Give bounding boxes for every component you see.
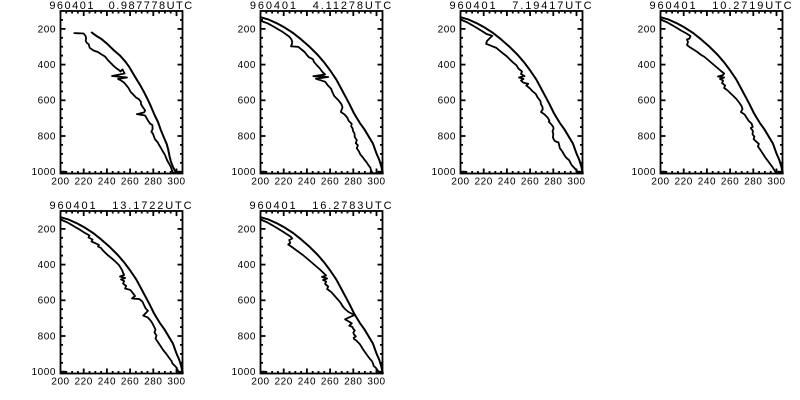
- svg-text:260: 260: [521, 177, 539, 188]
- svg-text:300: 300: [367, 177, 385, 188]
- svg-text:600: 600: [238, 96, 256, 107]
- svg-text:1000: 1000: [632, 167, 656, 178]
- svg-text:240: 240: [98, 177, 116, 188]
- svg-text:240: 240: [498, 177, 516, 188]
- svg-text:400: 400: [438, 60, 456, 71]
- svg-text:600: 600: [638, 96, 656, 107]
- svg-text:240: 240: [98, 377, 116, 388]
- svg-text:800: 800: [438, 131, 456, 142]
- svg-text:240: 240: [698, 177, 716, 188]
- svg-text:300: 300: [167, 177, 185, 188]
- svg-text:600: 600: [38, 296, 56, 307]
- svg-text:960401 4.11278UTC: 960401 4.11278UTC: [250, 0, 393, 12]
- svg-text:600: 600: [38, 96, 56, 107]
- svg-text:280: 280: [744, 177, 762, 188]
- svg-text:260: 260: [121, 177, 139, 188]
- svg-text:280: 280: [544, 177, 562, 188]
- svg-text:240: 240: [298, 177, 316, 188]
- svg-text:400: 400: [38, 260, 56, 271]
- svg-text:200: 200: [251, 377, 269, 388]
- svg-text:220: 220: [675, 177, 693, 188]
- svg-text:220: 220: [275, 377, 293, 388]
- svg-text:800: 800: [38, 331, 56, 342]
- svg-text:800: 800: [638, 131, 656, 142]
- svg-text:220: 220: [75, 377, 93, 388]
- svg-text:280: 280: [344, 377, 362, 388]
- svg-text:200: 200: [38, 224, 56, 235]
- svg-text:260: 260: [321, 377, 339, 388]
- svg-text:200: 200: [651, 177, 669, 188]
- svg-text:960401 16.2783UTC: 960401 16.2783UTC: [250, 200, 394, 212]
- svg-text:260: 260: [721, 177, 739, 188]
- svg-text:260: 260: [321, 177, 339, 188]
- svg-text:280: 280: [144, 177, 162, 188]
- svg-text:200: 200: [51, 177, 69, 188]
- svg-text:1000: 1000: [32, 167, 56, 178]
- svg-text:400: 400: [38, 60, 56, 71]
- svg-text:220: 220: [275, 177, 293, 188]
- svg-text:240: 240: [298, 377, 316, 388]
- svg-text:280: 280: [344, 177, 362, 188]
- svg-text:200: 200: [238, 224, 256, 235]
- svg-text:600: 600: [238, 296, 256, 307]
- svg-text:600: 600: [438, 96, 456, 107]
- svg-text:200: 200: [451, 177, 469, 188]
- svg-text:960401 10.2719UTC: 960401 10.2719UTC: [650, 0, 794, 12]
- svg-text:300: 300: [167, 377, 185, 388]
- svg-text:1000: 1000: [232, 367, 256, 378]
- svg-text:220: 220: [475, 177, 493, 188]
- svg-text:400: 400: [238, 60, 256, 71]
- svg-text:800: 800: [238, 131, 256, 142]
- svg-text:200: 200: [638, 24, 656, 35]
- svg-text:280: 280: [144, 377, 162, 388]
- svg-text:800: 800: [238, 331, 256, 342]
- svg-text:260: 260: [121, 377, 139, 388]
- svg-text:200: 200: [251, 177, 269, 188]
- svg-text:300: 300: [767, 177, 785, 188]
- svg-text:960401 0.987778UTC: 960401 0.987778UTC: [49, 0, 193, 12]
- svg-text:200: 200: [238, 24, 256, 35]
- svg-text:200: 200: [51, 377, 69, 388]
- svg-text:1000: 1000: [432, 167, 456, 178]
- svg-text:1000: 1000: [32, 367, 56, 378]
- svg-text:300: 300: [567, 177, 585, 188]
- svg-text:400: 400: [238, 260, 256, 271]
- svg-text:960401 13.1722UTC: 960401 13.1722UTC: [50, 200, 194, 212]
- svg-text:200: 200: [438, 24, 456, 35]
- svg-text:300: 300: [367, 377, 385, 388]
- svg-text:1000: 1000: [232, 167, 256, 178]
- svg-text:960401 7.19417UTC: 960401 7.19417UTC: [450, 0, 594, 12]
- svg-text:400: 400: [638, 60, 656, 71]
- svg-text:220: 220: [75, 177, 93, 188]
- svg-text:800: 800: [38, 131, 56, 142]
- svg-text:200: 200: [38, 24, 56, 35]
